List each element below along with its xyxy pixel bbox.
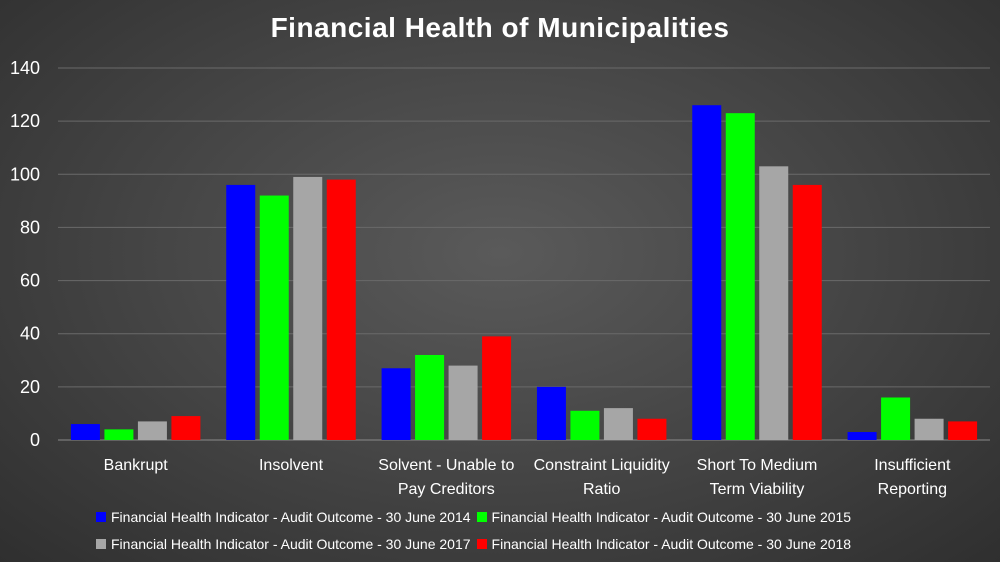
- bar: [759, 166, 789, 441]
- bar: [70, 424, 100, 440]
- legend-swatch-2017: [96, 539, 106, 549]
- x-tick-label: Insolvent: [259, 457, 324, 474]
- y-tick-label: 140: [10, 58, 40, 78]
- bar: [104, 429, 134, 440]
- bar: [914, 418, 944, 440]
- bar: [226, 184, 256, 440]
- y-tick-label: 80: [20, 217, 40, 237]
- bar: [603, 408, 633, 440]
- bar: [137, 421, 167, 440]
- bar: [259, 195, 289, 440]
- x-tick-label: Solvent - Unable to: [378, 457, 514, 474]
- legend-item-2017: Financial Health Indicator - Audit Outco…: [96, 536, 471, 552]
- bar: [792, 184, 822, 440]
- y-tick-label: 100: [10, 164, 40, 184]
- x-tick-label: Pay Creditors: [398, 481, 495, 498]
- y-tick-label: 120: [10, 111, 40, 131]
- bar: [381, 368, 411, 440]
- bar: [482, 336, 512, 440]
- x-tick-label: Ratio: [583, 481, 620, 498]
- legend-item-2018: Financial Health Indicator - Audit Outco…: [476, 536, 852, 552]
- gridlines: [58, 67, 990, 441]
- legend-label-2015: Financial Health Indicator - Audit Outco…: [491, 509, 852, 525]
- legend-swatch-2015: [476, 512, 487, 522]
- legend-label-2014: Financial Health Indicator - Audit Outco…: [111, 509, 471, 525]
- x-tick-label: Term Viability: [710, 481, 805, 498]
- chart-title: Financial Health of Municipalities: [270, 12, 730, 43]
- bars: [70, 105, 978, 441]
- x-tick-label: Insufficient: [874, 457, 951, 474]
- x-axis-labels: Bankrupt Insolvent Solvent - Unable to Pay …: [104, 457, 951, 498]
- bar: [847, 432, 877, 440]
- x-tick-label: Bankrupt: [104, 457, 169, 474]
- legend-swatch-2018: [476, 539, 487, 549]
- y-tick-label: 60: [20, 271, 40, 291]
- x-tick-label: Short To Medium: [697, 457, 818, 474]
- y-axis-ticks: 0 20 40 60 80 100 120 140: [10, 58, 40, 450]
- legend-swatch-2014: [96, 512, 106, 522]
- x-tick-label: Reporting: [878, 481, 947, 498]
- legend-row-1: Financial Health Indicator - Audit Outco…: [96, 509, 857, 525]
- bar: [881, 397, 911, 440]
- y-tick-label: 40: [20, 324, 40, 344]
- bar: [293, 176, 323, 440]
- bar: [637, 418, 667, 440]
- bar: [570, 410, 600, 440]
- legend-label-2018: Financial Health Indicator - Audit Outco…: [491, 536, 852, 552]
- legend-label-2017: Financial Health Indicator - Audit Outco…: [111, 536, 471, 552]
- legend-row-2: Financial Health Indicator - Audit Outco…: [96, 536, 857, 552]
- bar: [171, 416, 201, 440]
- legend-item-2015: Financial Health Indicator - Audit Outco…: [476, 509, 852, 525]
- bar: [692, 105, 722, 440]
- bar: [725, 113, 755, 441]
- bar: [326, 179, 356, 440]
- bar: [536, 386, 566, 440]
- y-tick-label: 0: [30, 430, 40, 450]
- bar: [948, 421, 978, 440]
- y-tick-label: 20: [20, 377, 40, 397]
- bar: [415, 354, 445, 440]
- x-tick-label: Constraint Liquidity: [534, 457, 670, 474]
- legend-item-2014: Financial Health Indicator - Audit Outco…: [96, 509, 471, 525]
- bar: [448, 365, 478, 440]
